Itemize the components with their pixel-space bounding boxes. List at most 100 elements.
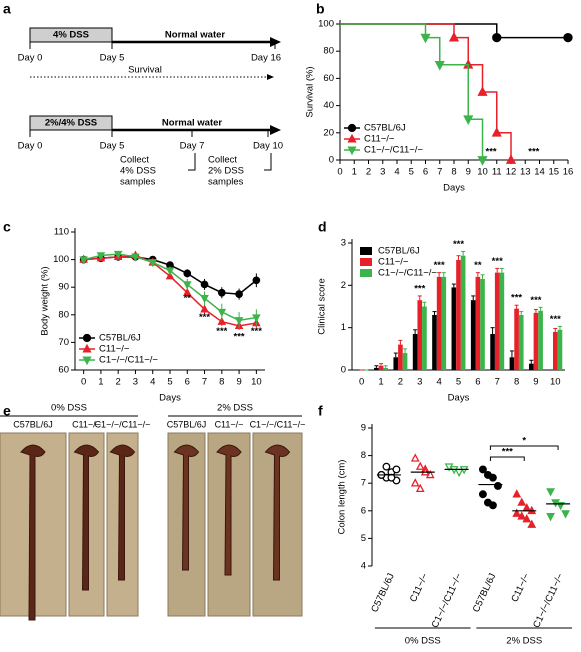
y-tick-label: 100 <box>53 254 69 265</box>
pointer <box>264 153 272 171</box>
annotation: * <box>522 435 526 446</box>
y-tick-label: 9 <box>361 423 366 434</box>
group-label: 2% DSS <box>217 403 253 414</box>
marker <box>478 490 487 499</box>
column-label: C11−/− <box>72 419 101 429</box>
y-axis-label: Survival (%) <box>305 66 316 117</box>
colon <box>173 444 200 571</box>
x-tick-label: 5 <box>167 377 172 388</box>
bar <box>417 300 423 370</box>
arrow-head <box>270 125 281 135</box>
x-tick-label: 4 <box>150 377 155 388</box>
marker <box>448 31 460 42</box>
marker <box>505 154 517 164</box>
x-tick-label: 1 <box>378 377 383 388</box>
collect: samples <box>208 177 244 188</box>
marker <box>522 514 532 523</box>
marker <box>463 115 474 125</box>
day: Day 16 <box>251 53 281 64</box>
bar <box>528 363 534 370</box>
annotation: *** <box>453 239 464 250</box>
marker <box>561 510 570 519</box>
x-tick-label: 5 <box>456 377 461 388</box>
x-tick-label: C57BL/6J <box>471 571 499 614</box>
day: Day 5 <box>100 53 125 64</box>
x-tick-label: 15 <box>548 167 559 178</box>
x-tick-label: 2 <box>366 167 371 178</box>
marker <box>491 127 502 137</box>
y-tick-label: 1 <box>341 322 346 333</box>
legend-marker <box>82 356 92 366</box>
x-tick-label: 2 <box>398 377 403 388</box>
y-tick-label: 4 <box>361 561 366 572</box>
marker <box>527 519 537 528</box>
annotation: *** <box>528 146 539 157</box>
bar <box>441 276 447 370</box>
colon <box>20 444 46 621</box>
bar <box>480 278 485 370</box>
legend-marker <box>347 123 357 133</box>
bar <box>552 331 558 370</box>
y-tick-label: 8 <box>361 450 366 461</box>
bar <box>490 334 495 370</box>
x-axis-label: Days <box>159 393 181 404</box>
x-tick-label: 3 <box>133 377 138 388</box>
x-tick-label: 6 <box>185 377 190 388</box>
legend-label: C1−/−/C11−/− <box>99 355 158 366</box>
y-tick-label: 60 <box>58 365 69 376</box>
marker <box>488 501 497 510</box>
y-tick-label: 60 <box>323 73 334 84</box>
bar <box>538 310 543 370</box>
annotation: *** <box>216 326 227 337</box>
annotation: *** <box>502 446 513 457</box>
x-tick-label: 5 <box>409 167 414 178</box>
bar <box>494 272 500 370</box>
x-tick-label: 1 <box>352 167 357 178</box>
annotation: *** <box>414 283 425 294</box>
y-tick-label: 5 <box>361 533 366 544</box>
bracket <box>489 456 525 461</box>
y-tick-label: 110 <box>54 227 69 238</box>
bar <box>499 272 505 370</box>
x-tick-label: 0 <box>81 377 86 388</box>
x-tick-label: 9 <box>236 377 241 388</box>
x-tick-label: 10 <box>550 377 561 388</box>
legend-label: C1−/−/C11−/− <box>364 145 423 156</box>
note: Survival <box>128 65 162 76</box>
marker <box>148 259 158 268</box>
marker <box>252 276 261 285</box>
x-tick-label: 16 <box>563 167 574 178</box>
x-tick-label: C1−/−/C11−/− <box>531 571 566 630</box>
bar <box>393 357 399 370</box>
marker <box>478 465 487 474</box>
x-tick-label: 6 <box>423 167 428 178</box>
legend-label: C11−/− <box>99 344 130 355</box>
y-axis-label: Colon length (cm) <box>337 460 348 535</box>
arrow-head <box>267 74 274 80</box>
bar <box>557 329 563 370</box>
day: Day 7 <box>180 141 205 152</box>
legend-label: C1−/−/C11−/− <box>378 268 437 279</box>
x-tick-label: 2 <box>116 377 121 388</box>
bar <box>514 308 519 370</box>
y-tick-label: 3 <box>341 238 346 249</box>
marker <box>96 252 106 261</box>
treatment-bar <box>29 115 113 131</box>
annotation: *** <box>530 295 541 306</box>
x-tick-label: 10 <box>477 167 488 178</box>
annotation: *** <box>550 314 561 325</box>
marker <box>434 60 445 71</box>
panel-letter: e <box>3 403 11 419</box>
after: Normal water <box>165 30 225 41</box>
marker <box>410 478 420 487</box>
bar <box>398 344 403 370</box>
marker <box>546 513 555 522</box>
marker <box>563 32 573 43</box>
marker <box>217 316 227 325</box>
marker <box>517 511 527 520</box>
legend-marker <box>82 333 92 343</box>
x-tick-label: C11−/− <box>408 571 431 604</box>
survival-line <box>340 23 484 160</box>
x-tick-label: 13 <box>520 167 531 178</box>
x-tick-label: 8 <box>219 377 224 388</box>
